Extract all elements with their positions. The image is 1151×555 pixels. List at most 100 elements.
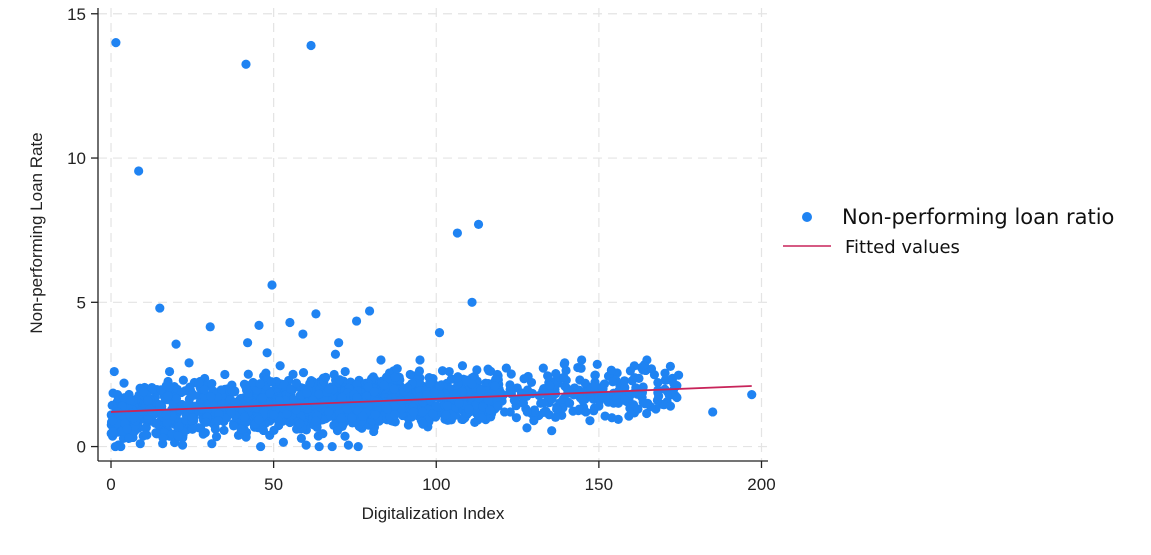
scatter-point: [119, 378, 129, 388]
scatter-point: [660, 368, 670, 378]
scatter-point: [580, 378, 590, 388]
scatter-point: [311, 309, 321, 319]
scatter-point: [140, 423, 151, 433]
scatter-point: [590, 379, 600, 390]
scatter-point: [444, 366, 454, 377]
x-tick-label: 200: [747, 475, 775, 494]
scatter-point: [397, 404, 407, 414]
scatter-point: [505, 384, 515, 395]
scatter-point: [262, 348, 272, 358]
scatter-point: [431, 401, 441, 411]
scatter-point: [155, 303, 165, 313]
scatter-point: [551, 369, 561, 379]
scatter-point: [269, 410, 279, 420]
scatter-point: [457, 361, 468, 371]
scatter-point: [559, 372, 569, 382]
scatter-point: [646, 364, 657, 374]
x-tick-label: 150: [585, 475, 613, 494]
scatter-point: [286, 384, 296, 394]
scatter-point: [402, 383, 413, 393]
scatter-point: [405, 369, 415, 380]
scatter-point: [638, 382, 648, 392]
axes: [97, 8, 768, 462]
scatter-point: [585, 416, 595, 426]
scatter-point: [258, 405, 269, 416]
scatter-point: [522, 423, 532, 433]
scatter-point: [269, 425, 279, 435]
scatter-point: [551, 404, 562, 414]
scatter-point: [108, 427, 118, 437]
scatter-point: [358, 411, 368, 421]
scatter-point: [429, 388, 439, 398]
scatter-point: [295, 418, 305, 429]
scatter-point: [418, 419, 428, 429]
scatter-point: [129, 413, 139, 423]
scatter-point: [392, 364, 402, 374]
scatter-point: [220, 369, 230, 380]
scatter-point: [434, 328, 445, 338]
scatter-point: [452, 373, 462, 383]
scatter-point: [243, 369, 253, 379]
scatter-point: [600, 391, 610, 401]
legend-marker-scatter: [802, 212, 812, 222]
scatter-point: [258, 425, 269, 436]
scatter-point: [414, 366, 425, 376]
scatter-point: [124, 433, 134, 444]
scatter-point: [376, 355, 386, 365]
scatter-point: [415, 355, 425, 365]
scatter-point: [594, 401, 604, 411]
scatter-point: [177, 440, 188, 450]
scatter-point: [116, 441, 126, 452]
scatter-point: [314, 389, 324, 399]
scatter-point: [364, 306, 375, 316]
scatter-point: [211, 432, 222, 442]
scatter-point: [243, 338, 253, 348]
scatter-point: [155, 400, 165, 410]
scatter-point: [257, 393, 268, 403]
scatter-point: [332, 426, 343, 436]
scatter-point: [241, 432, 251, 442]
scatter-point: [511, 413, 522, 423]
scatter-point: [577, 355, 587, 365]
scatter-point: [171, 393, 182, 404]
scatter-point: [498, 390, 508, 400]
scatter-point: [199, 391, 209, 401]
scatter-point: [351, 316, 362, 326]
scatter-point: [125, 395, 136, 406]
scatter-point: [673, 370, 684, 380]
scatter-point: [241, 385, 252, 395]
scatter-point: [461, 376, 471, 386]
scatter-point: [279, 379, 289, 390]
scatter-point: [134, 166, 144, 176]
scatter-point: [493, 401, 503, 411]
scatter-point: [421, 390, 432, 400]
scatter-point: [434, 381, 445, 391]
scatter-point: [206, 392, 216, 402]
scatter-point: [606, 365, 616, 375]
scatter-point: [592, 359, 602, 369]
scatter-point: [379, 380, 389, 390]
scatter-point: [264, 388, 275, 398]
scatter-point: [509, 395, 519, 406]
scatter-point: [534, 391, 544, 401]
scatter-point: [652, 395, 663, 406]
x-tick-label: 0: [106, 475, 115, 494]
scatter-point: [162, 417, 172, 427]
scatter-point: [417, 407, 428, 417]
legend-label-scatter: Non-performing loan ratio: [842, 205, 1114, 229]
scatter-point: [578, 395, 588, 406]
scatter-point: [342, 404, 352, 414]
scatter-point: [330, 349, 341, 359]
scatter-point: [108, 416, 118, 426]
scatter-point: [642, 408, 652, 419]
scatter-point: [199, 384, 209, 395]
scatter-point: [194, 378, 204, 388]
y-tick-label: 15: [67, 5, 86, 24]
scatter-point: [389, 384, 399, 394]
scatter-point: [361, 391, 372, 401]
y-tick-label: 0: [77, 438, 86, 457]
scatter-point: [145, 404, 155, 414]
scatter-point: [708, 407, 718, 417]
scatter-point: [642, 355, 652, 365]
scatter-point: [219, 425, 229, 435]
